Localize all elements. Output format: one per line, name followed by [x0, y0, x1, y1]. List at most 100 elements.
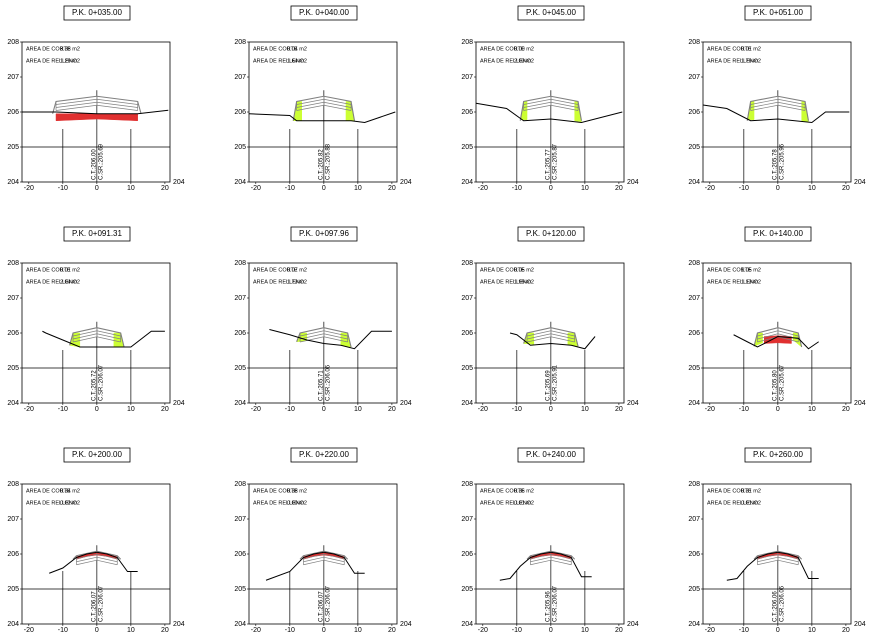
area-annotation: AREA DE RELLENO — [253, 500, 305, 506]
x-tick-label: -10 — [58, 185, 68, 192]
terrain-line — [22, 109, 169, 115]
area-annotation: 1.05 m2 — [741, 267, 761, 273]
y-tick-label: 204 — [688, 179, 700, 186]
section-title: P.K. 0+120.00 — [526, 229, 576, 238]
x-tick-label: 10 — [581, 627, 589, 634]
road-surface — [296, 327, 352, 348]
axis-end-label: 204 — [854, 621, 866, 628]
x-tick-label: -20 — [251, 406, 261, 413]
area-annotation: 0.34 m2 — [60, 488, 80, 494]
elevation-label: C.SR.:206.06 — [779, 585, 785, 622]
y-tick-label: 206 — [461, 551, 473, 558]
x-tick-label: -10 — [739, 627, 749, 634]
area-annotation: 1.73 m2 — [287, 279, 307, 285]
y-tick-label: 204 — [7, 621, 19, 628]
section-title: P.K. 0+051.00 — [753, 8, 803, 17]
area-annotation: 0.00 m2 — [287, 500, 307, 506]
x-tick-label: -10 — [58, 406, 68, 413]
area-annotation: AREA DE CORTE — [26, 488, 71, 494]
area-annotation: 0.01 m2 — [741, 46, 761, 52]
y-tick-label: 204 — [688, 621, 700, 628]
section-title: P.K. 0+097.96 — [299, 229, 349, 238]
area-annotation: AREA DE CORTE — [253, 488, 298, 494]
title-box — [517, 5, 585, 21]
road-surface — [753, 327, 803, 348]
area-annotation: AREA DE RELLENO — [707, 58, 759, 64]
y-tick-label: 208 — [461, 260, 473, 267]
axis-end-label: 204 — [627, 621, 639, 628]
section-title: P.K. 0+200.00 — [72, 450, 122, 459]
y-tick-label: 207 — [461, 295, 473, 302]
elevation-label: C.T.:206.06 — [772, 591, 778, 622]
y-tick-label: 206 — [688, 551, 700, 558]
y-tick-label: 206 — [461, 109, 473, 116]
elevation-label: C.T.:205.96 — [545, 591, 551, 622]
area-annotation: AREA DE CORTE — [707, 267, 752, 273]
x-tick-label: 10 — [354, 627, 362, 634]
terrain-line — [42, 330, 165, 348]
x-tick-label: 10 — [127, 406, 135, 413]
x-tick-label: 20 — [842, 627, 850, 634]
area-annotation: 0.07 m2 — [287, 267, 307, 273]
y-tick-label: 207 — [234, 74, 246, 81]
title-box — [744, 226, 812, 242]
area-annotation: AREA DE CORTE — [480, 46, 525, 52]
terrain-line — [726, 551, 819, 581]
y-tick-label: 207 — [7, 516, 19, 523]
y-tick-label: 207 — [688, 516, 700, 523]
x-tick-label: -10 — [512, 406, 522, 413]
terrain-line — [509, 332, 596, 350]
y-tick-label: 208 — [7, 260, 19, 267]
elevation-label: C.SR.:205.87 — [552, 143, 558, 180]
x-tick-label: -20 — [705, 627, 715, 634]
y-tick-label: 208 — [688, 481, 700, 488]
x-tick-label: -20 — [251, 185, 261, 192]
terrain-line — [269, 329, 392, 350]
elevation-label: C.SR.:205.69 — [98, 143, 104, 180]
elevation-label: C.SR.:206.07 — [98, 585, 104, 622]
y-tick-label: 206 — [7, 109, 19, 116]
x-tick-label: 10 — [581, 185, 589, 192]
x-tick-label: 0 — [549, 406, 553, 413]
section-panel: P.K. 0+051.00 204 205 206 207 208 -20 -10 0 10 20 2… — [688, 5, 866, 192]
y-tick-label: 205 — [7, 586, 19, 593]
section-title: P.K. 0+260.00 — [753, 450, 803, 459]
elevation-label: C.SR.:206.07 — [552, 585, 558, 622]
y-tick-label: 205 — [7, 365, 19, 372]
area-annotation: AREA DE RELLENO — [253, 279, 305, 285]
section-panel: P.K. 0+045.00 204 205 206 207 208 -20 -10 0 10 20 2… — [461, 5, 639, 192]
section-panel: P.K. 0+120.00 204 205 206 207 208 -20 -10 0 10 20 2… — [461, 226, 639, 413]
x-tick-label: 0 — [549, 185, 553, 192]
elevation-label: C.SR.:205.67 — [779, 364, 785, 401]
y-tick-label: 208 — [234, 260, 246, 267]
section-panel: P.K. 0+140.00 204 205 206 207 208 -20 -10 0 10 20 2… — [688, 226, 866, 413]
y-tick-label: 207 — [7, 74, 19, 81]
y-tick-label: 206 — [7, 551, 19, 558]
road-surface — [299, 550, 349, 560]
x-tick-label: -20 — [24, 406, 34, 413]
y-tick-label: 205 — [688, 365, 700, 372]
elevation-label: C.SR.:206.07 — [98, 364, 104, 401]
area-annotation: AREA DE RELLENO — [253, 58, 305, 64]
area-annotation: AREA DE CORTE — [253, 267, 298, 273]
area-annotation: 0.00 m2 — [514, 46, 534, 52]
section-title: P.K. 0+045.00 — [526, 8, 576, 17]
title-box — [290, 447, 358, 463]
y-tick-label: 206 — [688, 330, 700, 337]
x-tick-label: 20 — [615, 627, 623, 634]
axis-end-label: 204 — [400, 179, 412, 186]
y-tick-label: 205 — [688, 586, 700, 593]
x-tick-label: -10 — [285, 185, 295, 192]
x-tick-label: 20 — [615, 406, 623, 413]
x-tick-label: -20 — [478, 627, 488, 634]
road-surface — [72, 550, 122, 560]
axis-end-label: 204 — [400, 621, 412, 628]
y-tick-label: 205 — [234, 365, 246, 372]
area-annotation: AREA DE CORTE — [480, 488, 525, 494]
x-tick-label: -10 — [512, 185, 522, 192]
area-annotation: AREA DE CORTE — [707, 488, 752, 494]
y-tick-label: 207 — [234, 295, 246, 302]
x-tick-label: -20 — [251, 627, 261, 634]
title-box — [63, 226, 131, 242]
